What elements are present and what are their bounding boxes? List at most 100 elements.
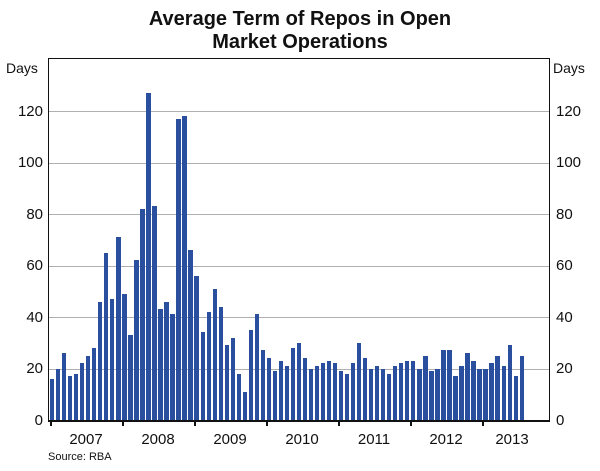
y-tick-label-right-40: 40 — [556, 308, 573, 326]
x-tick-label-2008: 2008 — [141, 431, 175, 448]
gridline-100 — [49, 162, 549, 164]
y-tick-label-right-100: 100 — [556, 154, 582, 171]
bar-2009-05 — [218, 306, 223, 420]
bar-2012-09 — [459, 365, 464, 420]
source-note: Source: RBA — [48, 451, 112, 463]
bar-2008-12 — [188, 250, 193, 420]
x-tick-2013 — [482, 421, 484, 426]
bar-2007-10 — [104, 252, 109, 420]
bar-2009-11 — [254, 314, 259, 420]
bar-2007-01 — [50, 378, 55, 420]
bar-2012-10 — [465, 353, 470, 420]
bar-2010-05 — [290, 347, 296, 420]
x-tick-label-2013: 2013 — [495, 431, 529, 448]
bar-2009-10 — [248, 329, 253, 420]
y-axis-unit-left: Days — [6, 60, 38, 76]
bar-2010-11 — [326, 360, 332, 420]
chart-title-line1: Average Term of Repos in Open — [148, 8, 452, 30]
y-tick-label-right-80: 80 — [556, 205, 573, 223]
bar-2012-01 — [411, 360, 416, 420]
bar-2012-03 — [423, 355, 428, 420]
bar-2012-11 — [471, 360, 476, 420]
gridline-60 — [49, 265, 549, 267]
bar-2013-07 — [519, 355, 524, 420]
bar-2007-04 — [68, 376, 73, 420]
gridline-40 — [49, 317, 549, 318]
bar-2011-10 — [393, 365, 398, 420]
x-tick-2012 — [410, 421, 412, 426]
y-tick-label-left-120: 120 — [17, 102, 43, 120]
bar-2009-12 — [260, 350, 265, 420]
bar-2010-04 — [284, 365, 290, 420]
bar-2008-02 — [128, 335, 133, 420]
x-tick-label-2007: 2007 — [69, 431, 103, 448]
bar-2010-12 — [332, 363, 338, 420]
bar-2010-10 — [320, 363, 326, 420]
bar-2011-03 — [351, 363, 356, 420]
y-tick-label-left-20: 20 — [26, 360, 43, 377]
bar-2011-12 — [405, 360, 410, 420]
bar-2009-06 — [224, 345, 229, 420]
bar-2012-08 — [453, 376, 458, 420]
y-tick-label-right-20: 20 — [556, 360, 573, 377]
bar-2011-06 — [369, 368, 374, 420]
x-tick-label-2009: 2009 — [213, 431, 247, 448]
bar-2013-05 — [507, 345, 512, 420]
y-tick-label-left-80: 80 — [26, 205, 43, 223]
bar-2009-03 — [206, 311, 211, 420]
y-tick-label-left-40: 40 — [26, 308, 43, 326]
y-tick-label-right-120: 120 — [556, 102, 582, 120]
bar-2011-08 — [381, 368, 386, 420]
bar-2009-09 — [242, 391, 247, 420]
bar-2010-08 — [308, 368, 314, 420]
x-tick-label-2012: 2012 — [429, 431, 463, 448]
bar-2011-07 — [375, 365, 380, 420]
bar-2010-06 — [296, 342, 302, 420]
bar-2007-05 — [74, 373, 79, 420]
bar-2007-12 — [116, 237, 121, 420]
y-tick-label-right-60: 60 — [556, 257, 573, 274]
x-tick-label-2011: 2011 — [357, 431, 391, 448]
bar-2012-07 — [447, 350, 452, 420]
bar-2013-01 — [483, 368, 488, 420]
bar-2008-04 — [140, 208, 145, 420]
bar-2009-08 — [236, 373, 241, 420]
y-tick-label-left-60: 60 — [26, 257, 43, 274]
bar-2012-02 — [417, 368, 422, 420]
bar-2007-08 — [92, 347, 97, 420]
bar-2012-04 — [429, 371, 434, 420]
bar-2009-07 — [230, 337, 235, 420]
gridline-80 — [49, 214, 549, 215]
bar-2013-06 — [513, 376, 518, 420]
bar-2010-03 — [278, 360, 284, 420]
x-tick-2009 — [194, 421, 196, 426]
bar-2012-12 — [477, 368, 482, 420]
y-axis-unit-right: Days — [553, 60, 585, 76]
chart-title-line2: Market Operations — [212, 31, 388, 53]
plot-area — [48, 58, 550, 422]
bar-2009-02 — [200, 332, 205, 420]
bar-2007-03 — [62, 353, 67, 420]
bar-2009-01 — [194, 275, 199, 420]
x-tick-2011 — [338, 421, 340, 426]
bar-2007-09 — [98, 301, 103, 420]
bar-2008-01 — [122, 293, 127, 420]
bar-2010-07 — [302, 358, 308, 420]
bar-2008-03 — [134, 260, 139, 420]
bar-2011-04 — [357, 342, 362, 420]
x-tick-2010 — [266, 421, 268, 426]
x-tick-2007 — [50, 421, 52, 426]
bar-2008-09 — [170, 314, 175, 420]
bar-2013-02 — [489, 363, 494, 420]
y-tick-label-left-0: 0 — [34, 411, 43, 429]
bar-2008-07 — [158, 309, 163, 420]
bar-2008-05 — [146, 92, 151, 420]
bar-2008-06 — [152, 206, 157, 420]
bar-2008-08 — [164, 301, 169, 420]
bar-2007-11 — [110, 298, 115, 420]
bar-2011-11 — [399, 363, 404, 420]
x-tick-2008 — [122, 421, 124, 426]
y-tick-label-right-0: 0 — [556, 411, 565, 429]
bar-2010-09 — [314, 365, 320, 420]
bar-2008-10 — [176, 118, 181, 420]
